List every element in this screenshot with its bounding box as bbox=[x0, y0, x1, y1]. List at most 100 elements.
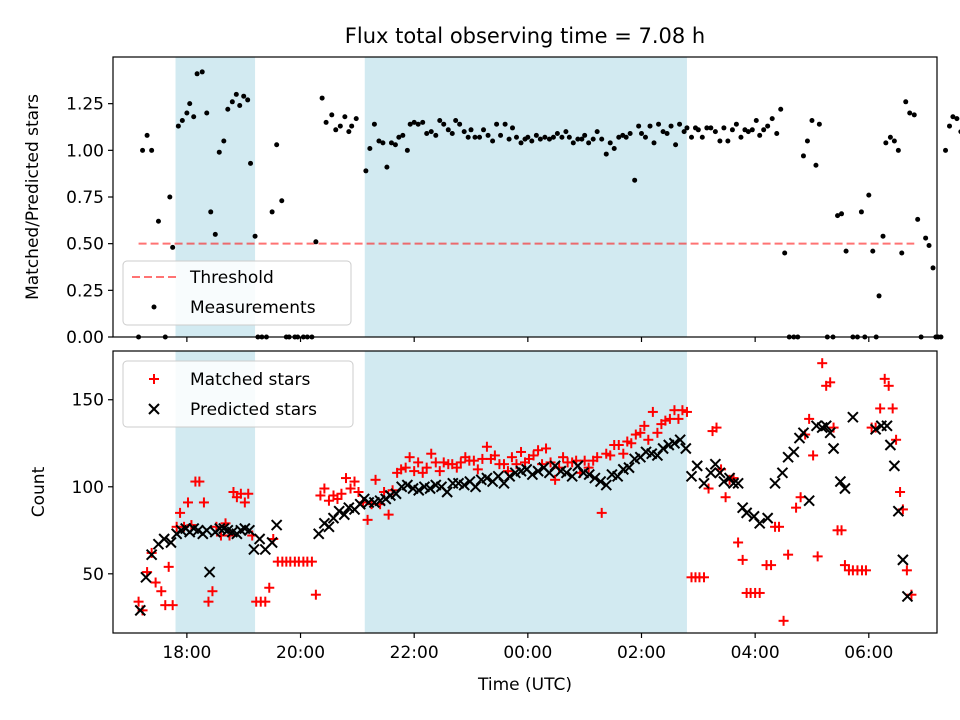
predicted-star-point bbox=[594, 475, 607, 488]
predicted-star-point bbox=[668, 437, 681, 449]
y-tick-label: 1.00 bbox=[66, 141, 104, 161]
measurement-point bbox=[367, 145, 373, 151]
y-tick-label: 0.00 bbox=[66, 328, 104, 348]
measurement-point bbox=[923, 235, 929, 241]
matched-star-point bbox=[808, 450, 819, 461]
matched-star-point bbox=[243, 488, 254, 499]
measurement-point bbox=[155, 218, 161, 224]
top-ylabel: Matched/Predicted stars bbox=[23, 94, 43, 300]
measurement-point bbox=[954, 116, 960, 122]
measurement-point bbox=[876, 293, 882, 299]
matched-star-point bbox=[506, 452, 517, 463]
matched-star-point bbox=[652, 427, 663, 438]
measurement-point bbox=[725, 138, 731, 144]
measurement-point bbox=[371, 121, 377, 127]
measurement-point bbox=[835, 213, 841, 219]
cross-b bbox=[600, 479, 612, 491]
cross-b bbox=[148, 403, 160, 415]
cross-b bbox=[640, 446, 652, 458]
matched-star-point bbox=[643, 434, 654, 445]
cross-b bbox=[572, 460, 584, 472]
predicted-star-point bbox=[589, 472, 601, 484]
cross-b bbox=[435, 481, 448, 493]
measurement-point bbox=[396, 134, 402, 140]
predicted-star-point bbox=[824, 427, 836, 439]
cross-b bbox=[820, 420, 832, 432]
matched-star-point bbox=[336, 488, 347, 499]
matched-star-point bbox=[323, 495, 334, 506]
measurement-point bbox=[638, 131, 644, 137]
y-tick-label: 100 bbox=[72, 478, 104, 498]
measurement-point bbox=[899, 250, 905, 256]
predicted-star-point bbox=[248, 543, 260, 556]
measurement-point bbox=[216, 149, 222, 155]
cross-b bbox=[657, 442, 669, 455]
measurement-point bbox=[607, 140, 613, 146]
cross-b bbox=[218, 522, 230, 535]
predicted-star-point bbox=[901, 590, 914, 603]
matched-star-point bbox=[660, 415, 671, 426]
top-shaded-intervals bbox=[175, 57, 687, 337]
bottom-y-axis: 50 100 150 bbox=[72, 391, 113, 585]
measurement-point bbox=[603, 151, 609, 157]
cross-b bbox=[709, 458, 722, 470]
measurement-point bbox=[594, 129, 600, 135]
predicted-star-point bbox=[566, 470, 578, 483]
predicted-star-point bbox=[526, 468, 539, 481]
measurement-point bbox=[721, 125, 727, 131]
matched-star-point bbox=[175, 507, 186, 518]
cross-b bbox=[623, 461, 635, 474]
measurement-point bbox=[392, 142, 398, 148]
legend-predicted-label: Predicted stars bbox=[190, 400, 317, 420]
cross-b bbox=[270, 519, 283, 531]
measurement-point bbox=[199, 69, 205, 75]
cross-b bbox=[897, 554, 909, 566]
matched-star-point bbox=[353, 487, 364, 497]
measurement-point bbox=[509, 125, 515, 131]
measurement-point bbox=[745, 129, 751, 135]
cross-b bbox=[797, 427, 810, 439]
matched-star-point bbox=[733, 537, 744, 548]
matched-star-point bbox=[167, 600, 178, 611]
matched-star-point bbox=[228, 487, 239, 497]
predicted-star-point bbox=[732, 477, 744, 490]
bottom-xlabel: Time (UTC) bbox=[477, 675, 572, 695]
cross-b bbox=[884, 439, 897, 451]
measurement-point bbox=[883, 140, 889, 146]
measurement-point bbox=[660, 129, 666, 135]
measurement-point bbox=[274, 142, 280, 148]
matched-star-point bbox=[306, 556, 317, 567]
predicted-star-point bbox=[458, 479, 470, 491]
predicted-star-point bbox=[481, 472, 493, 484]
matched-star-point bbox=[370, 474, 381, 485]
predicted-star-point bbox=[884, 439, 897, 451]
matched-star-point bbox=[434, 466, 445, 477]
measurement-point bbox=[673, 142, 679, 148]
matched-star-point bbox=[541, 443, 552, 454]
matched-star-point bbox=[596, 507, 607, 518]
cross-b bbox=[338, 508, 350, 521]
measurement-point bbox=[445, 127, 451, 133]
measurement-point bbox=[204, 110, 210, 116]
measurement-point bbox=[329, 112, 335, 118]
measurement-point bbox=[453, 117, 459, 123]
measurement-point bbox=[140, 147, 146, 153]
cross-b bbox=[441, 486, 453, 498]
measurement-point bbox=[704, 125, 710, 131]
matched-star-point bbox=[630, 429, 641, 440]
matched-star-point bbox=[239, 497, 250, 508]
measurement-point bbox=[642, 134, 648, 140]
top-plot-frame bbox=[112, 56, 938, 338]
measurement-point bbox=[907, 110, 913, 116]
matched-star-point bbox=[455, 457, 466, 468]
measurement-point bbox=[749, 127, 755, 133]
predicted-star-point bbox=[888, 460, 901, 472]
measurement-point bbox=[194, 71, 200, 77]
predicted-star-point bbox=[714, 467, 726, 479]
cross-b bbox=[776, 467, 789, 479]
cross-b bbox=[566, 470, 578, 483]
predicted-star-point bbox=[881, 420, 893, 432]
measurement-point bbox=[461, 129, 467, 135]
measurement-point bbox=[546, 136, 552, 142]
measurement-point bbox=[809, 117, 815, 123]
